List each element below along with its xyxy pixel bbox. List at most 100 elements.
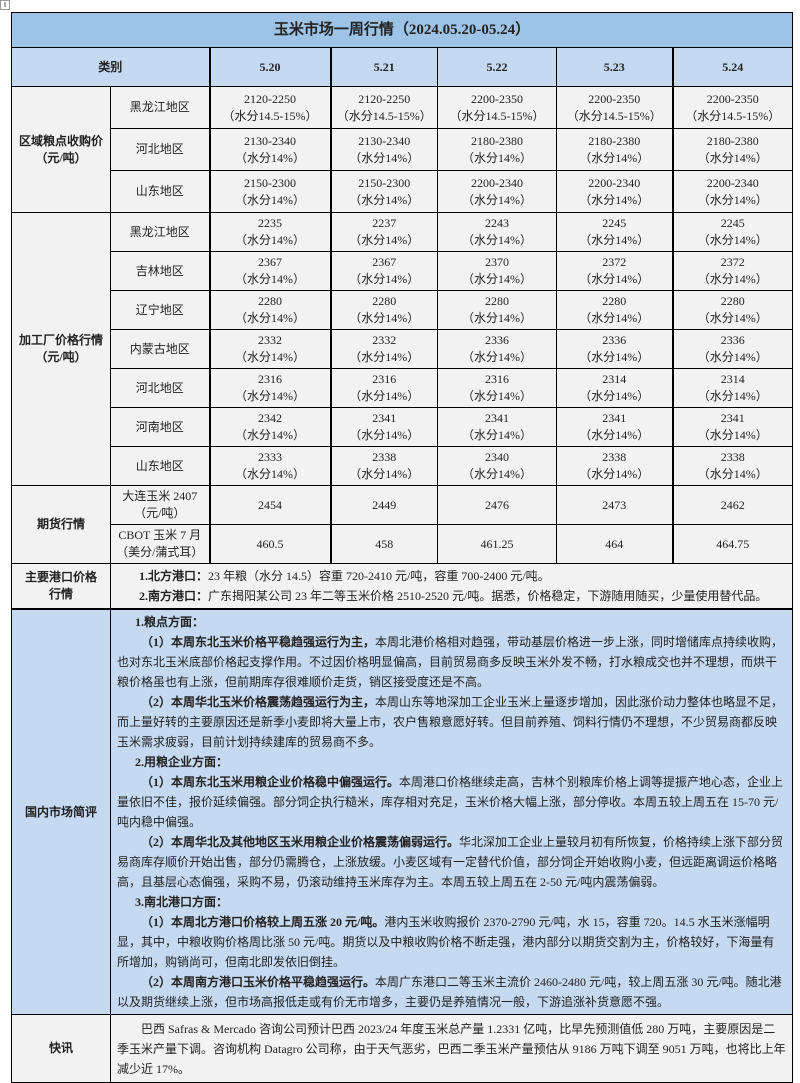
region-text: （元/吨） [134,506,186,520]
price-value: 2120-2250 [244,91,296,106]
price-value: 2180-2380 [588,133,641,148]
paragraph-body: 本周港口价格继续走高，吉林个别粮库价格上调等提振产地心态，企业上量依旧不佳，报价… [117,775,784,829]
price-value: 2473 [602,497,627,512]
south-port-body: 广东揭阳某公司 23 年二等玉米价格 2510-2520 元/吨。据悉，价格稳定… [208,589,768,603]
price-value: 2243 [485,216,509,230]
price-cell: 2280 （水分14%） [556,290,673,330]
price-value: （水分14%） [579,389,650,403]
price-cell: 2150-2300 （水分14%） [208,170,331,213]
price-cell: 2336 （水分14%） [671,329,793,369]
page-title: 玉米市场一周行情（2024.05.20-05.24） [11,12,793,48]
label-text: 区域粮点收购价 [18,133,103,148]
price-cell: 2180-2380 （水分14%） [671,128,793,171]
header-row: 类别 5.20 5.21 5.22 5.23 5.24 [11,47,793,87]
price-value: （水分14%） [579,350,650,364]
price-value: （水分14%） [579,272,650,286]
price-cell: 2462 [671,485,793,525]
news-text: 巴西 Safras & Mercado 咨询公司预计巴西 2023/24 年度玉… [110,1014,793,1083]
price-value: （水分14%） [349,233,420,247]
paragraph-body: 本周广东港口二等玉米主流价 2460-2480 元/吨，较上周五涨 30 元/吨… [117,975,782,1009]
price-value: 2336 [720,333,745,347]
price-value: （水分14%） [579,311,650,325]
region-text: CBOT 玉米 7 月 [118,528,202,542]
price-value: 2245 [720,216,745,230]
price-cell: 2372 （水分14%） [671,251,793,291]
price-cell: 2130-2340 （水分14%） [208,128,331,171]
price-value: 2316 [372,372,397,386]
price-value: （水分14%） [349,192,420,207]
price-value: 2200-2340 [706,175,759,190]
price-cell: 2245 （水分14%） [556,212,673,252]
paragraph: （2）本周南方港口玉米价格平稳趋强运行。本周广东港口二等玉米主流价 2460-2… [117,972,786,1012]
price-cell: 2342 （水分14%） [208,407,331,447]
price-value: 460.5 [256,536,284,551]
price-value: （水分14%） [579,428,650,442]
price-value: （水分14%） [349,467,420,481]
price-value: 2130-2340 [358,133,411,148]
price-cell: 2338 （水分14%） [671,446,793,486]
region-text: （美分/蒲式耳） [116,545,204,559]
price-cell: 460.5 [208,524,331,564]
section-heading: 2.用粮企业方面： [135,755,229,769]
price-value: （水分14%） [697,272,768,286]
price-value: 2280 [372,294,397,308]
price-value: （水分14.5-15%） [449,108,545,123]
price-value: （水分14%） [235,233,305,247]
price-value: 2336 [485,333,509,347]
price-value: 2237 [372,216,397,230]
region-text: 河北地区 [135,380,184,395]
price-value: （水分14%） [235,192,305,207]
north-port-body: 23 年粮（水分 14.5）容重 720-2410 元/吨，容重 700-240… [208,569,550,583]
price-value: 2200-2350 [588,91,641,106]
region-name: 山东地区 [110,446,210,486]
price-value: 2341 [485,411,509,425]
north-port-text: 1.北方港口：23 年粮（水分 14.5）容重 720-2410 元/吨，容重 … [139,566,786,586]
price-value: 2200-2350 [471,91,523,106]
price-cell: 2333 （水分14%） [208,446,331,486]
region-name: 河北地区 [110,368,210,408]
price-cell: 2280 （水分14%） [329,290,438,330]
price-value: （水分14%） [462,192,532,207]
price-cell: 461.25 [437,524,557,564]
price-value: 2280 [485,294,509,308]
price-value: （水分14%） [235,428,305,442]
price-value: 2200-2340 [471,175,523,190]
price-cell: 2476 [437,485,557,525]
price-value: 2341 [720,411,745,425]
category-header: 类别 [11,47,210,87]
price-value: （水分14%） [462,428,532,442]
price-value: 2338 [372,450,397,464]
date-header: 5.21 [329,47,438,87]
table-move-handle-icon[interactable]: ⇕ [0,0,10,10]
price-cell: 464 [556,524,673,564]
region-text: 河北地区 [135,142,184,156]
price-cell: 2316 （水分14%） [437,368,557,408]
south-port-text: 2.南方港口：广东揭阳某公司 23 年二等玉米价格 2510-2520 元/吨。… [139,586,786,606]
price-value: 2476 [485,497,509,512]
price-cell: 2338 （水分14%） [329,446,438,486]
price-value: （水分14%） [349,311,420,325]
price-cell: 2367 （水分14%） [208,251,331,291]
price-cell: 2280 （水分14%） [208,290,331,330]
north-port-lead: 1.北方港口： [139,569,209,583]
paragraph-body: 华北深加工企业上量较月初有所恢复，价格持续上涨下部分贸易商库存顺价开始出售，部分… [117,835,784,889]
paragraph-lead: （1）本周东北玉米价格平稳趋强运行为主， [141,635,376,649]
price-cell: 2200-2340 （水分14%） [556,170,673,213]
price-value: 2314 [720,372,745,386]
price-cell: 2454 [208,485,331,525]
price-value: （水分14%） [462,311,532,325]
region-text: 内蒙古地区 [129,341,190,356]
price-value: （水分14%） [579,233,650,247]
price-cell: 464.75 [671,524,793,564]
price-value: 2340 [485,450,509,464]
price-value: 2341 [372,411,397,425]
paragraph-lead: （2）本周华北及其他地区玉米用粮企业价格震荡偏弱运行。 [141,835,460,849]
ports-row: 主要港口价格行情 1.北方港口：23 年粮（水分 14.5）容重 720-241… [11,563,793,610]
paragraph-body: 港内玉米收购报价 2370-2790 元/吨，水 15，容重 720。14.5 … [117,915,775,969]
price-value: 2341 [602,411,627,425]
price-cell: 2280 （水分14%） [437,290,557,330]
paragraph: （2）本周华北玉米价格震荡趋强运行为主，本周山东等地深加工企业玉米上量逐步增加，… [117,692,786,752]
paragraph-lead: （1）本周北方港口价格较上周五涨 20 元/吨。 [141,915,385,929]
region-name: 内蒙古地区 [110,329,210,369]
price-cell: 2316 （水分14%） [208,368,331,408]
